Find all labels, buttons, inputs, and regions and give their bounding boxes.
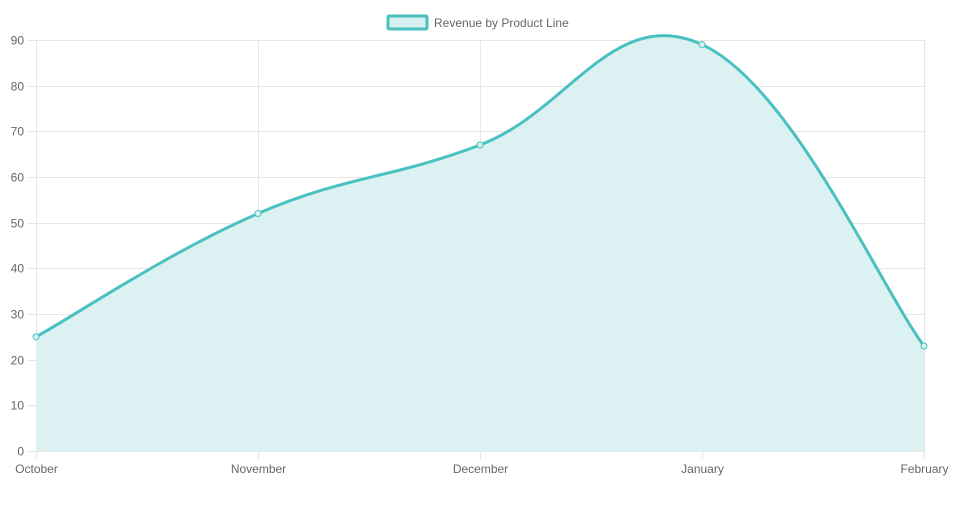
y-tick-label: 80 bbox=[11, 80, 25, 94]
legend-label[interactable]: Revenue by Product Line bbox=[434, 16, 569, 30]
y-tick-label: 50 bbox=[11, 217, 25, 231]
data-point bbox=[698, 41, 706, 49]
axis-layer: 0 10 20 30 40 50 60 70 80 90 October November Decemb… bbox=[11, 34, 949, 477]
x-tick-label: October bbox=[15, 462, 58, 476]
data-point bbox=[254, 210, 262, 218]
x-tick-label: February bbox=[900, 462, 948, 476]
data-point bbox=[920, 342, 928, 350]
area-layer bbox=[32, 34, 928, 451]
y-tick-label: 20 bbox=[11, 354, 25, 368]
y-tick-label: 0 bbox=[17, 445, 24, 459]
series-line bbox=[35, 34, 926, 347]
y-tick-label: 90 bbox=[11, 34, 25, 48]
legend-swatch[interactable] bbox=[386, 14, 429, 31]
x-tick-label: November bbox=[231, 462, 286, 476]
y-tick-label: 40 bbox=[11, 262, 25, 276]
y-tick-label: 70 bbox=[11, 125, 25, 139]
legend[interactable]: Revenue by Product Line bbox=[386, 14, 569, 31]
x-tick-label: December bbox=[453, 462, 508, 476]
y-tick-label: 10 bbox=[11, 399, 25, 413]
data-point bbox=[32, 333, 40, 341]
y-tick-label: 30 bbox=[11, 308, 25, 322]
x-tick-label: January bbox=[681, 462, 724, 476]
series-area-fill bbox=[36, 35, 924, 451]
data-point bbox=[476, 141, 484, 149]
y-tick-label: 60 bbox=[11, 171, 25, 185]
